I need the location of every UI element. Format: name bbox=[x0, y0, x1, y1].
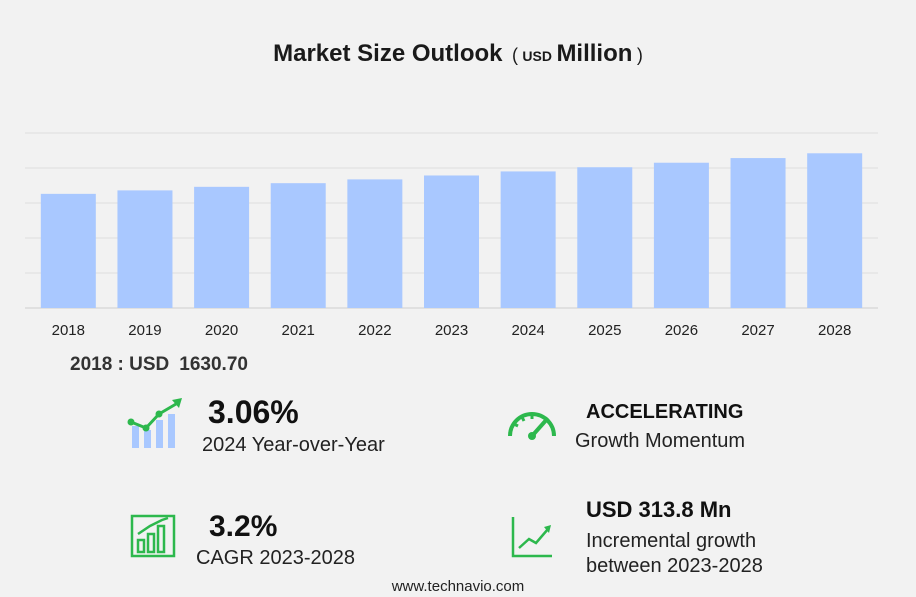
x-tick-label: 2022 bbox=[358, 322, 391, 339]
incremental-label-line2: between 2023-2028 bbox=[586, 555, 763, 577]
bar-growth-icon bbox=[130, 514, 176, 558]
reference-number: 1630.70 bbox=[179, 354, 248, 375]
bar-2028 bbox=[807, 153, 863, 308]
x-tick-label: 2021 bbox=[282, 322, 315, 339]
cagr-value: 3.2% bbox=[209, 510, 278, 543]
x-tick-label: 2027 bbox=[741, 322, 774, 339]
yoy-label: 2024 Year-over-Year bbox=[202, 434, 385, 456]
bar-2021 bbox=[270, 183, 326, 308]
bar-2024 bbox=[500, 171, 556, 308]
bar-2027 bbox=[730, 158, 786, 308]
x-tick-label: 2026 bbox=[665, 322, 698, 339]
bar-chart: 2018 2019 2020 2021 2022 2023 2024 2025 2026 2027… bbox=[25, 132, 878, 339]
momentum-value: ACCELERATING bbox=[586, 401, 744, 423]
x-tick-label: 2023 bbox=[435, 322, 468, 339]
incremental-value: USD 313.8 Mn bbox=[586, 497, 732, 522]
line-growth-icon bbox=[511, 517, 552, 558]
unit-suffix: Million bbox=[556, 40, 633, 67]
x-tick-label: 2019 bbox=[128, 322, 161, 339]
yoy-value: 3.06% bbox=[208, 394, 299, 430]
unit-paren-close: ) bbox=[636, 45, 643, 65]
footer-url: www.technavio.com bbox=[391, 578, 525, 595]
bar-2019 bbox=[117, 190, 173, 308]
bar-chart-trend-icon bbox=[127, 398, 182, 448]
momentum-label: Growth Momentum bbox=[575, 430, 746, 452]
unit-paren-open: ( bbox=[506, 45, 518, 65]
bar-2022 bbox=[347, 179, 403, 308]
reference-label: 2018 : USD bbox=[70, 354, 170, 375]
cagr-label: CAGR 2023-2028 bbox=[196, 547, 355, 569]
chart-title-text: Market Size Outlook bbox=[273, 40, 503, 67]
bar-2023 bbox=[424, 175, 479, 308]
x-tick-label: 2018 bbox=[52, 322, 85, 339]
unit-label: USD bbox=[522, 48, 552, 64]
speedometer-icon bbox=[508, 412, 556, 440]
x-tick-label: 2028 bbox=[818, 322, 851, 339]
x-tick-label: 2024 bbox=[511, 322, 544, 339]
x-tick-label: 2020 bbox=[205, 322, 238, 339]
bar-2020 bbox=[194, 186, 250, 308]
x-tick-label: 2025 bbox=[588, 322, 621, 339]
bar-2018 bbox=[40, 193, 96, 308]
bar-2025 bbox=[577, 167, 633, 308]
incremental-label-line1: Incremental growth bbox=[586, 530, 757, 552]
chart-title: Market Size Outlook ( USD Million ) bbox=[0, 40, 916, 68]
bar-2026 bbox=[653, 162, 709, 308]
reference-value: 2018 : USD 1630.70 bbox=[70, 354, 248, 376]
